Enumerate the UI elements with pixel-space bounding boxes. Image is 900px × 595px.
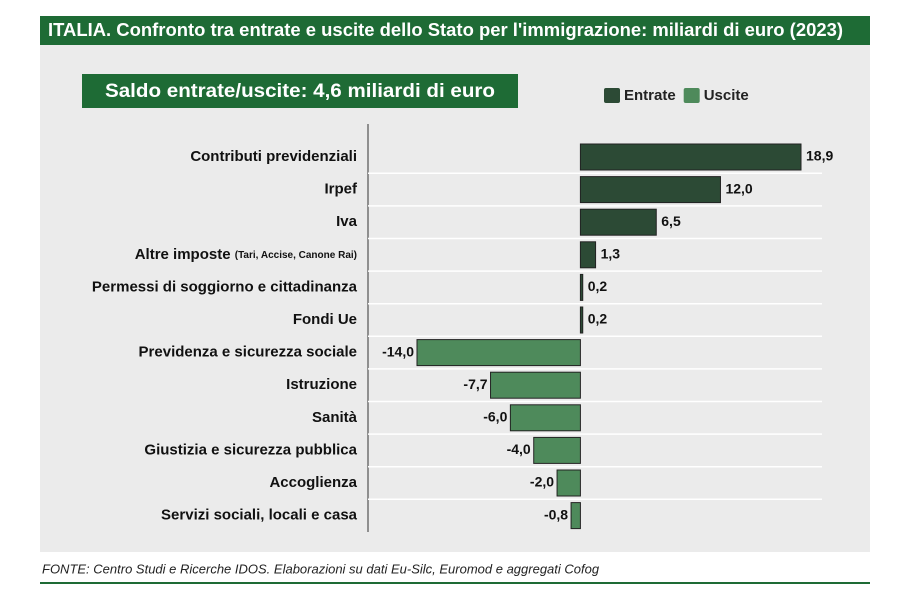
category-text: Istruzione bbox=[286, 376, 357, 393]
category-text: Sanità bbox=[312, 409, 358, 426]
category-text: Servizi sociali, locali e casa bbox=[161, 507, 358, 524]
bar bbox=[509, 404, 581, 432]
bar bbox=[533, 436, 581, 464]
category-text: Iva bbox=[336, 213, 358, 230]
bar bbox=[579, 306, 584, 334]
category-label: Altre imposte (Tari, Accise, Canone Rai) bbox=[135, 246, 357, 263]
bar bbox=[579, 176, 721, 204]
subtitle-box bbox=[82, 74, 518, 108]
value-label: -4,0 bbox=[507, 441, 531, 457]
legend-swatch bbox=[604, 88, 620, 103]
bar bbox=[556, 469, 581, 497]
bar bbox=[579, 241, 597, 269]
bar bbox=[490, 371, 581, 399]
category-label: Istruzione bbox=[286, 376, 357, 393]
category-text: Previdenza e sicurezza sociale bbox=[139, 344, 357, 361]
value-label: 0,2 bbox=[588, 278, 608, 294]
category-label: Servizi sociali, locali e casa bbox=[161, 507, 358, 524]
category-label: Permessi di soggiorno e cittadinanza bbox=[92, 278, 358, 295]
subtitle: Saldo entrate/uscite: 4,6 miliardi di eu… bbox=[105, 81, 495, 102]
category-text: Accoglienza bbox=[269, 474, 357, 491]
value-label: 12,0 bbox=[725, 180, 752, 196]
category-label: Contributi previdenziali bbox=[190, 148, 357, 165]
legend-label: Entrate bbox=[624, 87, 676, 104]
category-label: Irpef bbox=[324, 181, 358, 198]
value-label: -0,8 bbox=[544, 506, 568, 522]
legend-swatch bbox=[683, 88, 700, 103]
bar bbox=[579, 208, 657, 236]
legend-label: Uscite bbox=[704, 87, 749, 104]
category-label: Sanità bbox=[312, 409, 358, 426]
category-text: Permessi di soggiorno e cittadinanza bbox=[92, 278, 358, 295]
category-label: Fondi Ue bbox=[293, 311, 357, 328]
category-label: Giustizia e sicurezza pubblica bbox=[144, 441, 357, 458]
panel bbox=[40, 44, 870, 552]
value-label: 18,9 bbox=[806, 148, 833, 164]
value-label: -6,0 bbox=[483, 409, 507, 425]
category-text: Fondi Ue bbox=[293, 311, 357, 328]
value-label: 0,2 bbox=[588, 311, 608, 327]
title-bar bbox=[40, 16, 870, 45]
category-text: Contributi previdenziali bbox=[190, 148, 357, 165]
value-label: -14,0 bbox=[382, 343, 414, 359]
bar bbox=[570, 502, 581, 530]
chart-title: ITALIA. Confronto tra entrate e uscite d… bbox=[48, 20, 843, 40]
category-detail: (Tari, Accise, Canone Rai) bbox=[235, 249, 357, 260]
bar bbox=[416, 339, 581, 367]
category-label: Accoglienza bbox=[269, 474, 357, 491]
category-text: Giustizia e sicurezza pubblica bbox=[144, 441, 357, 458]
category-text: Irpef bbox=[324, 181, 358, 198]
bar bbox=[579, 273, 584, 301]
value-label: 6,5 bbox=[661, 213, 681, 229]
category-text: Altre imposte bbox=[135, 246, 231, 263]
category-label: Iva bbox=[336, 213, 358, 230]
value-label: -2,0 bbox=[530, 474, 554, 490]
value-label: 1,3 bbox=[601, 246, 621, 262]
value-label: -7,7 bbox=[463, 376, 487, 392]
category-label: Previdenza e sicurezza sociale bbox=[139, 344, 357, 361]
bar bbox=[579, 143, 802, 171]
source: FONTE: Centro Studi e Ricerche IDOS. Ela… bbox=[42, 561, 600, 576]
